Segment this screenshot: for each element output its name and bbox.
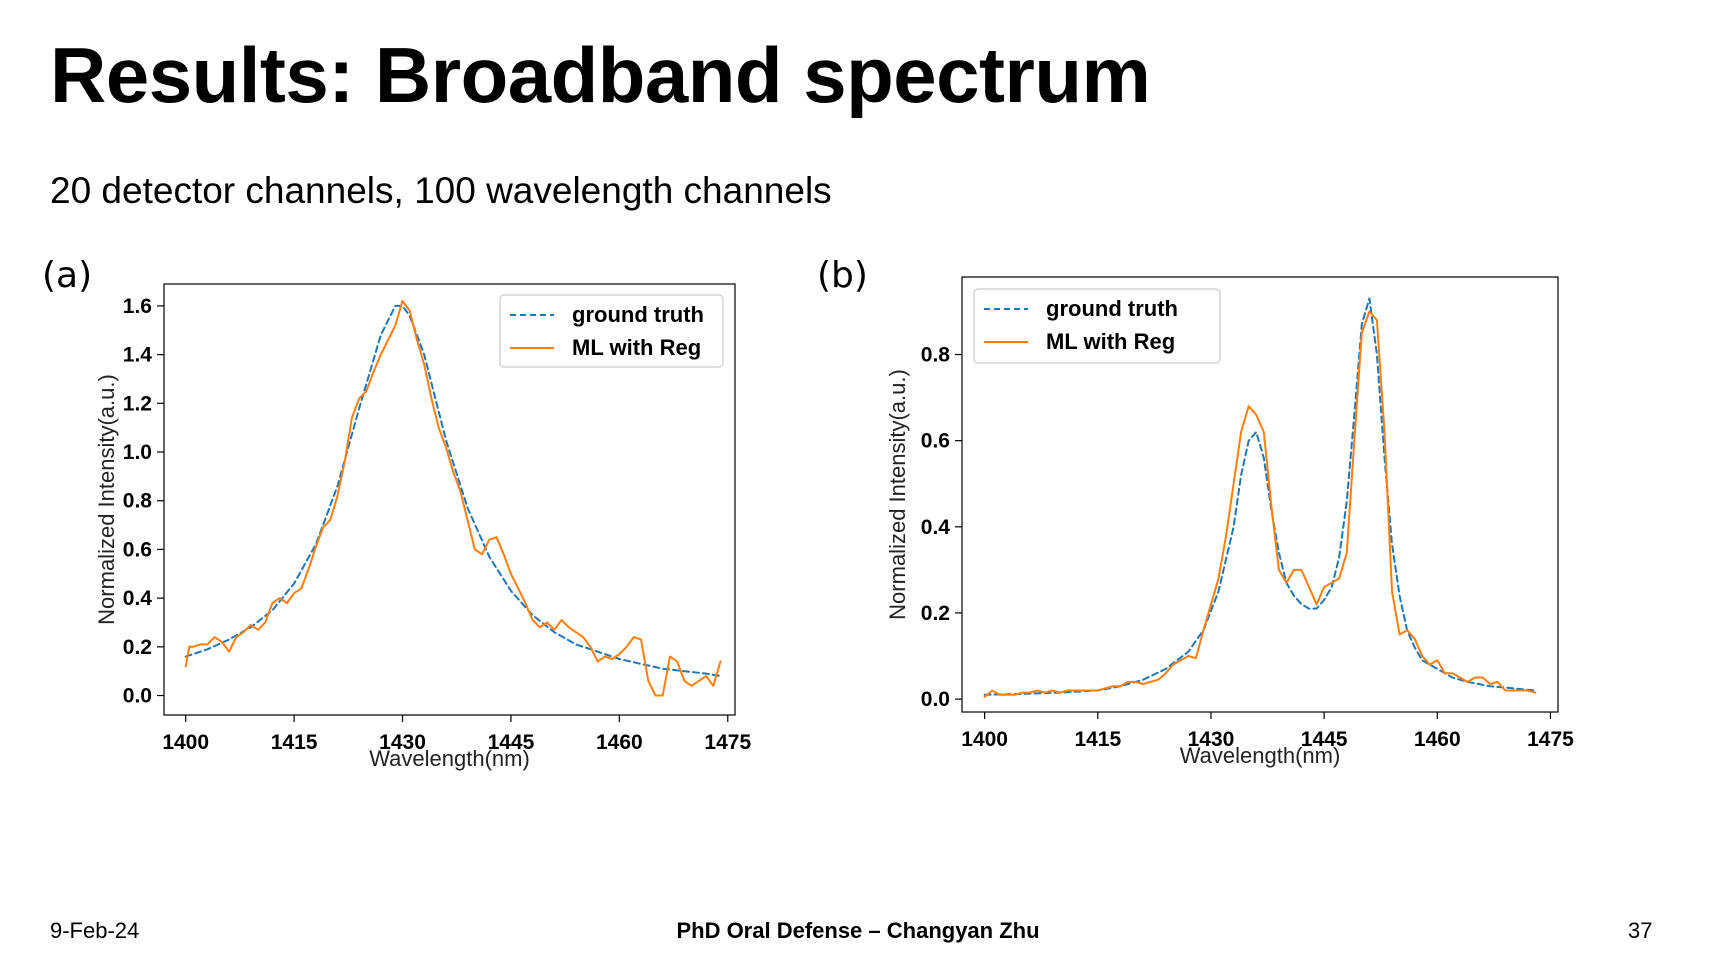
y-tick-label: 0.8 [921, 344, 951, 367]
y-tick-label: 0.4 [123, 587, 153, 610]
plot-frame [961, 276, 1559, 713]
x-tick-label: 1460 [1414, 728, 1461, 751]
panel-label-b: (b) [817, 255, 868, 296]
y-tick-label: 0.6 [123, 538, 152, 561]
chart-a-group: 1400 1415 1430 1445 1460 1475 0.0 0.2 0.4 0.6 0.8 1… [94, 283, 751, 771]
y-tick-label: 0.4 [921, 516, 951, 539]
legend-box [499, 294, 724, 368]
y-tick-label: 1.0 [123, 441, 152, 464]
legend-label: ML with Reg [572, 335, 701, 360]
ground-truth-line [184, 304, 722, 677]
x-tick-label: 1415 [271, 731, 318, 754]
y-tick-label: 0.6 [921, 430, 950, 453]
x-tick-label: 1475 [1527, 728, 1574, 751]
y-tick-label: 0.8 [123, 490, 153, 513]
plot-frame [163, 283, 736, 716]
y-tick-label: 0.2 [921, 602, 950, 625]
x-tick-label: 1430 [1188, 728, 1235, 751]
chart-b-group: 1400 1415 1430 1445 1460 1475 0.0 0.2 0.4 0.6 0.8 W… [885, 276, 1574, 768]
x-tick-label: 1400 [162, 731, 209, 754]
x-tick-label: 1460 [596, 731, 643, 754]
ground-truth-line [983, 297, 1537, 696]
ml-with-reg-line [983, 310, 1537, 698]
panel-label-a: (a) [42, 255, 93, 296]
x-tick-label: 1400 [961, 728, 1008, 751]
slide-title: Results: Broadband spectrum [50, 31, 1151, 119]
y-tick-label: 1.2 [123, 392, 152, 415]
y-tick-label: 1.4 [123, 344, 153, 367]
x-tick-label: 1445 [1301, 728, 1348, 751]
legend-box [973, 288, 1221, 364]
slide-subtitle: 20 detector channels, 100 wavelength cha… [50, 170, 832, 211]
x-axis-label: Wavelength(nm) [369, 746, 530, 771]
y-tick-label: 0.2 [123, 636, 152, 659]
y-axis-label: Normalized Intensity(a.u.) [94, 374, 119, 625]
legend-label: ground truth [572, 302, 704, 327]
ml-with-reg-line [184, 300, 722, 697]
footer-date: 9-Feb-24 [50, 918, 140, 943]
footer-page-number: 37 [1628, 918, 1653, 943]
y-tick-label: 0.0 [123, 685, 152, 708]
footer-presenter: PhD Oral Defense – Changyan Zhu [676, 918, 1040, 943]
x-tick-label: 1475 [704, 731, 751, 754]
x-axis-label: Wavelength(nm) [1180, 743, 1341, 768]
legend-label: ground truth [1046, 296, 1178, 321]
y-tick-label: 0.0 [921, 688, 950, 711]
x-tick-label: 1430 [379, 731, 426, 754]
legend-label: ML with Reg [1046, 329, 1175, 354]
x-tick-label: 1445 [488, 731, 535, 754]
y-tick-label: 1.6 [123, 295, 152, 318]
y-axis-label: Normalized Intensity(a.u.) [885, 369, 910, 620]
x-tick-label: 1415 [1074, 728, 1121, 751]
